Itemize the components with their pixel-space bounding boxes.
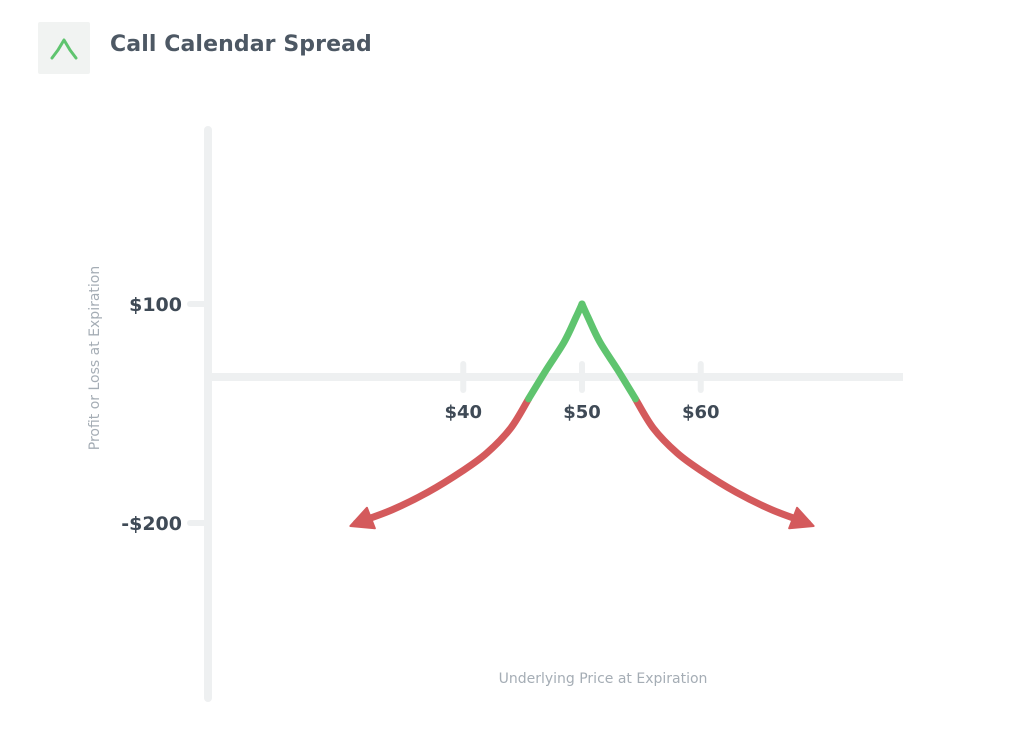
axis-labels: $100 -$200 $40 $50 $60 Underlying Price at Ex… [87,266,720,687]
x-axis-label: Underlying Price at Expiration [499,671,708,687]
page-title: Call Calendar Spread [110,32,372,57]
x-tick-label: $60 [682,402,720,423]
strategy-icon-box [38,22,90,74]
x-tick-label: $40 [444,402,482,423]
peak-chart-icon [50,38,78,60]
x-tick-label: $50 [563,402,601,423]
arrowhead-left [349,506,376,530]
payoff-curve [349,300,815,530]
loss-curve-right [631,395,812,527]
arrowhead-right [788,506,815,530]
y-tick-label: -$200 [121,513,182,535]
y-axis-label: Profit or Loss at Expiration [87,266,103,450]
profit-curve-left [525,300,586,403]
y-tick-label: $100 [129,294,182,316]
profit-curve-right [578,300,639,403]
axes [204,126,903,702]
loss-curve-left [352,395,533,527]
tick-marks [187,301,704,526]
